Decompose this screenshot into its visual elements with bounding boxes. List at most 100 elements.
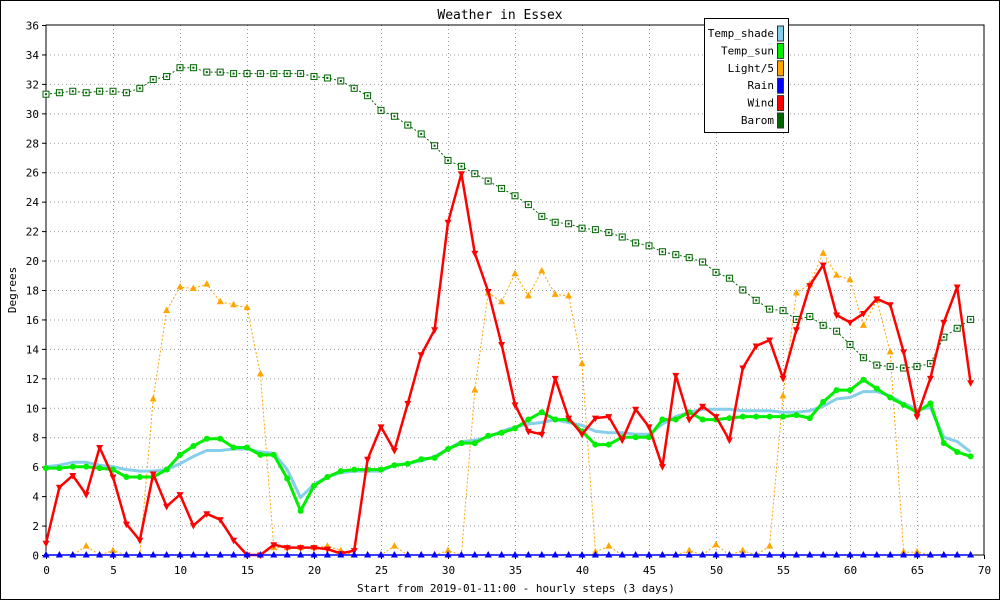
x-tick-label: 25 bbox=[375, 564, 388, 577]
data-point-center bbox=[741, 289, 744, 291]
data-point-center bbox=[755, 299, 758, 302]
data-point bbox=[618, 551, 626, 558]
data-point bbox=[149, 471, 157, 479]
data-point bbox=[793, 412, 800, 419]
data-point bbox=[605, 551, 613, 558]
data-point-center bbox=[286, 72, 289, 75]
data-point bbox=[43, 465, 49, 472]
x-tick-label: 0 bbox=[43, 564, 50, 577]
data-point bbox=[323, 546, 331, 554]
data-point bbox=[511, 551, 519, 558]
data-point-center bbox=[621, 236, 624, 238]
data-point-center bbox=[875, 364, 878, 367]
data-point bbox=[524, 551, 532, 558]
data-point-center bbox=[112, 90, 114, 93]
x-tick-label: 50 bbox=[710, 564, 723, 577]
data-point-center bbox=[380, 109, 382, 112]
series-line-barom bbox=[45, 67, 971, 369]
data-point bbox=[216, 551, 224, 558]
data-point bbox=[900, 349, 908, 356]
legend-swatch-barom bbox=[777, 112, 784, 129]
series-barom bbox=[42, 64, 975, 372]
data-point bbox=[96, 551, 104, 558]
y-tick-label: 30 bbox=[26, 108, 39, 121]
data-point bbox=[189, 284, 197, 292]
data-point bbox=[859, 551, 867, 558]
data-point bbox=[471, 440, 478, 447]
data-point bbox=[967, 551, 975, 558]
data-point-center bbox=[71, 90, 74, 93]
data-point bbox=[605, 441, 612, 448]
data-point bbox=[123, 473, 130, 480]
series-wind bbox=[42, 171, 975, 559]
y-tick-label: 18 bbox=[26, 285, 39, 298]
data-point-center bbox=[768, 308, 771, 311]
data-point bbox=[846, 275, 854, 283]
data-point bbox=[484, 551, 492, 558]
data-point bbox=[672, 372, 680, 380]
data-point bbox=[725, 437, 733, 445]
data-point-center bbox=[540, 215, 543, 218]
data-point bbox=[498, 429, 505, 436]
data-point bbox=[96, 445, 104, 452]
data-point bbox=[55, 484, 63, 492]
data-point bbox=[739, 365, 747, 373]
data-point bbox=[136, 537, 144, 545]
data-point bbox=[605, 414, 613, 421]
data-point bbox=[444, 219, 452, 227]
x-tick-label: 55 bbox=[777, 564, 790, 577]
data-point bbox=[69, 463, 76, 470]
data-point bbox=[417, 551, 425, 558]
data-point-center bbox=[554, 221, 557, 224]
data-point-center bbox=[527, 203, 530, 206]
data-point bbox=[927, 400, 934, 407]
data-point bbox=[833, 551, 841, 558]
data-point bbox=[685, 546, 693, 554]
data-point-center bbox=[152, 78, 155, 81]
data-point bbox=[109, 546, 117, 554]
data-point-center bbox=[272, 72, 275, 75]
data-point bbox=[404, 400, 412, 408]
data-point bbox=[511, 269, 519, 277]
legend-label-temp-shade: Temp_shade bbox=[708, 27, 774, 40]
data-point-center bbox=[902, 367, 905, 370]
data-point-center bbox=[849, 343, 851, 346]
data-point bbox=[792, 551, 800, 558]
data-point bbox=[739, 413, 746, 420]
data-point bbox=[792, 327, 800, 334]
data-point bbox=[163, 306, 171, 314]
data-point bbox=[632, 406, 640, 414]
data-point-center bbox=[433, 144, 436, 147]
data-point-center bbox=[487, 180, 490, 183]
data-point bbox=[525, 416, 532, 423]
data-point bbox=[860, 376, 867, 383]
data-point bbox=[819, 262, 827, 269]
data-point bbox=[806, 283, 814, 290]
data-point-center bbox=[205, 71, 208, 74]
data-point bbox=[364, 551, 372, 558]
data-point bbox=[149, 394, 157, 402]
series-line-wind bbox=[44, 172, 972, 557]
x-tick-label: 10 bbox=[174, 564, 187, 577]
data-point bbox=[310, 551, 318, 558]
data-point bbox=[833, 387, 840, 394]
data-point bbox=[203, 280, 211, 287]
data-point bbox=[377, 551, 385, 558]
data-point bbox=[538, 431, 546, 439]
data-point-center bbox=[581, 227, 583, 230]
data-point bbox=[847, 387, 853, 394]
data-point-center bbox=[956, 327, 959, 330]
data-point bbox=[297, 507, 304, 514]
data-point bbox=[926, 375, 934, 383]
data-point bbox=[712, 540, 720, 548]
data-point bbox=[538, 409, 545, 416]
data-point bbox=[766, 413, 773, 420]
y-tick-label: 12 bbox=[26, 373, 39, 386]
data-point bbox=[565, 291, 573, 299]
data-point bbox=[189, 523, 197, 530]
data-point-center bbox=[138, 87, 141, 90]
y-axis-label: Degrees bbox=[6, 267, 19, 313]
x-tick-label: 30 bbox=[442, 564, 455, 577]
x-tick-label: 40 bbox=[576, 564, 589, 577]
data-point bbox=[270, 542, 278, 549]
